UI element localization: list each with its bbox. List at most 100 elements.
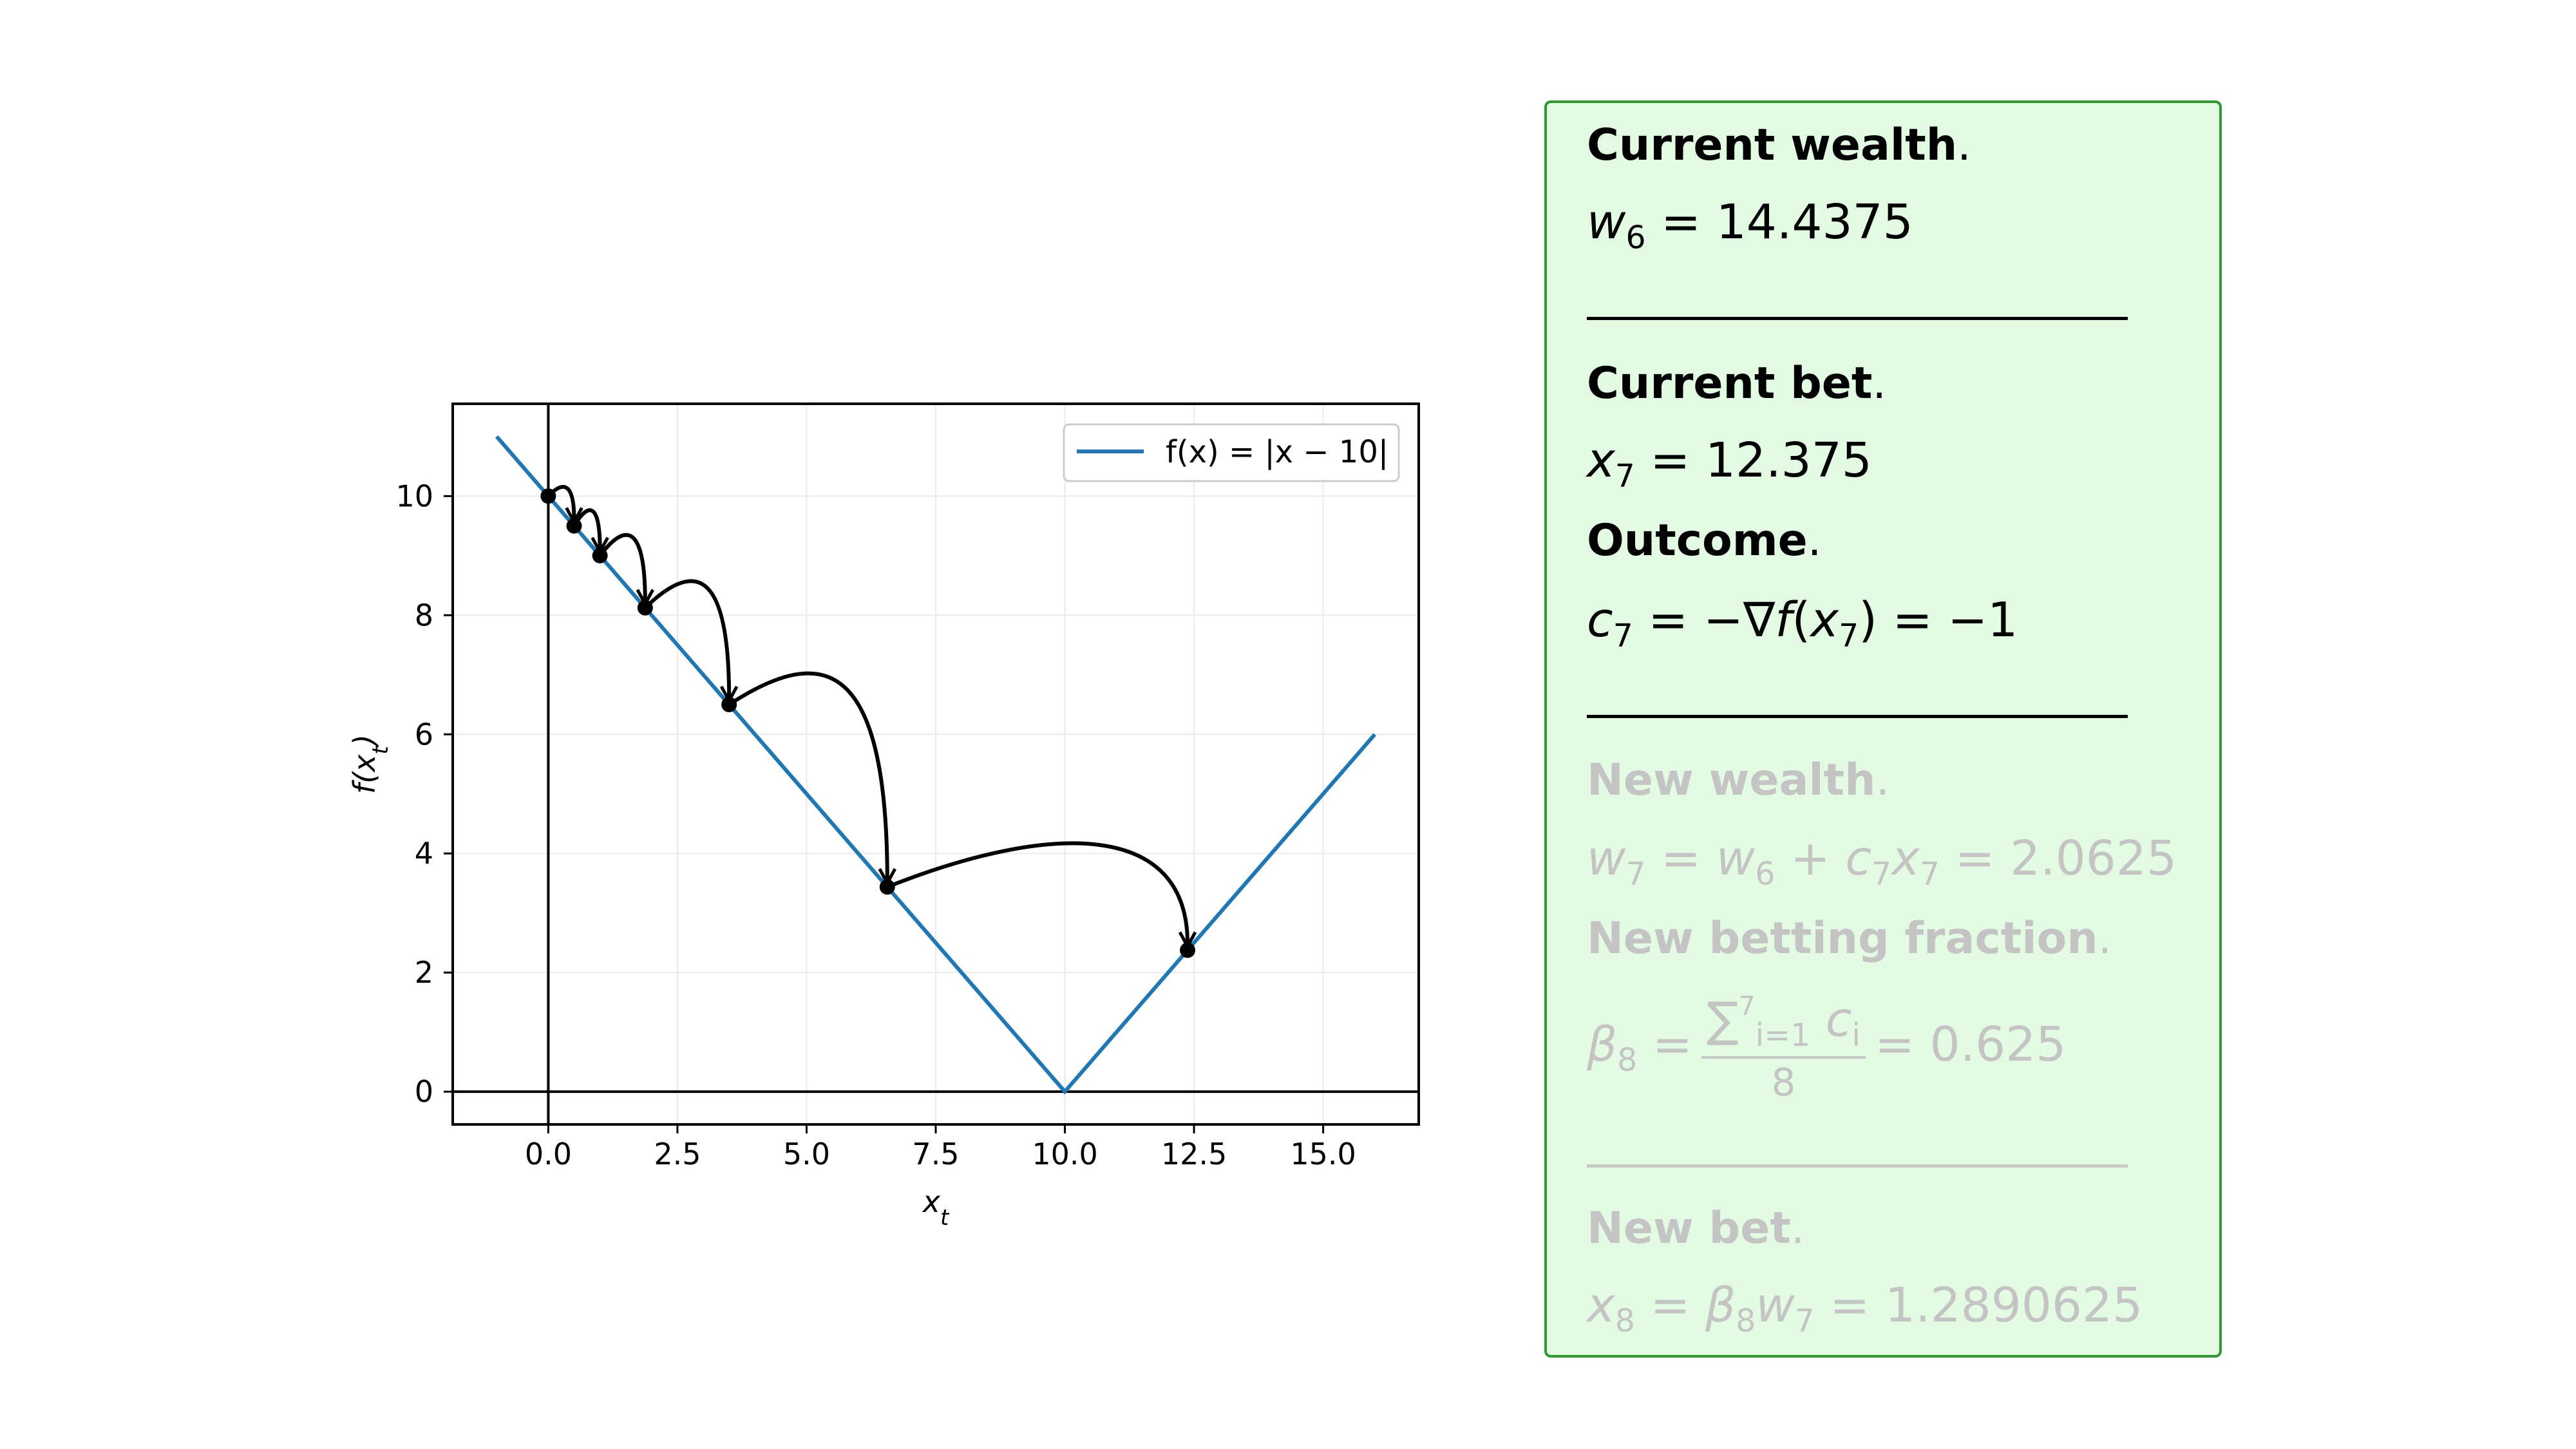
beta-subscript: 8 <box>1617 1041 1638 1079</box>
equals: = <box>1874 1017 1915 1073</box>
equals: = <box>1648 592 1689 648</box>
beta-var: β <box>1587 1017 1618 1073</box>
new-bet-formula: x8 = β8w7 = 1.2890625 <box>1587 1278 2143 1340</box>
left-paren: ( <box>1792 592 1811 648</box>
minus-nabla: −∇ <box>1703 592 1776 648</box>
heading-period: . <box>1872 358 1887 409</box>
equals: = <box>1892 592 1933 648</box>
legend-label: f(x) = |x − 10| <box>1166 434 1388 470</box>
heading-period: . <box>1957 120 1971 171</box>
tick-labels: 0.0 2.5 5.0 7.5 10.0 12.5 15.0 0 2 4 6 8 10 <box>395 478 1356 1171</box>
axis-zero-lines <box>453 404 1419 1124</box>
y-tick-label: 0 <box>415 1074 433 1109</box>
iterate-point <box>566 518 582 534</box>
current-bet-formula: x7 = 12.375 <box>1587 433 1872 495</box>
equals: = <box>1650 433 1690 488</box>
outcome-formula: c7 = −∇f(x7) = −1 <box>1587 592 2018 654</box>
fraction: ∑7i=1 ci 8 <box>1701 990 1866 1104</box>
legend: f(x) = |x − 10| <box>1063 423 1400 482</box>
divider-rule <box>1587 1164 2128 1168</box>
x-tick-label: 10.0 <box>1032 1137 1097 1171</box>
x-var: x <box>1587 1278 1615 1333</box>
current-wealth-value: 14.4375 <box>1716 194 1913 250</box>
divider-rule <box>1587 317 2128 320</box>
w-subscript: 6 <box>1625 219 1646 256</box>
iterate-point <box>879 879 895 895</box>
iterate-arcs <box>547 485 1197 950</box>
iterate-points <box>540 488 1196 958</box>
new-bet-value: 1.2890625 <box>1884 1278 2143 1333</box>
iterate-point <box>721 697 737 713</box>
iterate-arc <box>598 533 647 601</box>
y-tick-label: 4 <box>415 836 433 871</box>
x-axis-label: xt <box>922 1184 950 1231</box>
equals: = <box>1955 831 1995 886</box>
beta-subscript: 8 <box>1736 1302 1756 1340</box>
w-var: w <box>1587 831 1626 886</box>
tick-marks <box>444 495 1325 1133</box>
new-fraction-formula: β8 = ∑7i=1 ci 8 = 0.625 <box>1587 990 2066 1104</box>
iterate-arc <box>643 579 732 699</box>
equals: = <box>1661 194 1701 250</box>
x-tick-label: 5.0 <box>783 1137 830 1171</box>
x-subscript: 8 <box>1615 1302 1635 1340</box>
beta-var: β <box>1705 1278 1736 1333</box>
equals: = <box>1650 1278 1690 1333</box>
y-tick-label: 6 <box>415 717 433 752</box>
x-tick-label: 15.0 <box>1290 1137 1356 1171</box>
x-tick-label: 0.0 <box>525 1137 572 1171</box>
legend-box <box>1063 423 1400 482</box>
equals: = <box>1830 1278 1870 1333</box>
series-line <box>495 435 1377 1095</box>
y-axis-label-rest: ) <box>347 734 382 748</box>
heading-period: . <box>1790 1203 1805 1254</box>
equals: = <box>1652 1017 1692 1073</box>
chart: 0.0 2.5 5.0 7.5 10.0 12.5 15.0 0 2 4 6 8 10 xt f(xt)… <box>347 402 1420 1231</box>
w-subscript: 7 <box>1625 855 1646 893</box>
heading-text: New wealth <box>1587 755 1876 806</box>
fraction-denominator: 8 <box>1771 1060 1796 1105</box>
iterate-point <box>592 547 608 564</box>
sum-upper: 7 <box>1738 990 1756 1021</box>
current-bet-value: 12.375 <box>1705 433 1872 488</box>
c-subscript: i <box>1852 1017 1861 1054</box>
x-subscript: 7 <box>1615 457 1635 495</box>
x-axis-label-subscript: t <box>940 1205 950 1231</box>
heading-period: . <box>1875 755 1890 806</box>
outcome-heading: Outcome. <box>1587 515 1821 566</box>
iterate-arc <box>572 508 602 549</box>
series-lines <box>495 435 1377 1095</box>
heading-period: . <box>1807 515 1822 566</box>
new-fraction-heading: New betting fraction. <box>1587 913 2112 964</box>
y-axis-label-subscript: t <box>368 744 393 754</box>
w-var: w <box>1716 831 1756 886</box>
outcome-value: −1 <box>1947 592 2018 648</box>
w-subscript: 7 <box>1794 1302 1815 1340</box>
heading-text: Current bet <box>1587 358 1873 409</box>
y-tick-label: 2 <box>415 955 433 990</box>
divider-rule <box>1587 715 2128 718</box>
new-wealth-heading: New wealth. <box>1587 755 1889 806</box>
x-var: x <box>1891 831 1920 886</box>
sum-sign: ∑ <box>1706 992 1739 1048</box>
x-subscript: 7 <box>1919 855 1940 893</box>
right-paren: ) <box>1859 592 1878 648</box>
c-var: c <box>1825 992 1852 1048</box>
w-var: w <box>1587 194 1626 250</box>
new-wealth-value: 2.0625 <box>2010 831 2177 886</box>
c-var: c <box>1587 592 1613 648</box>
iterate-arc <box>886 841 1190 944</box>
x-subscript: 7 <box>1839 617 1859 654</box>
info-panel: Current wealth. w6 = 14.4375 Current bet… <box>1544 100 2222 1358</box>
y-tick-label: 8 <box>415 598 433 632</box>
heading-text: New betting fraction <box>1587 913 2098 964</box>
heading-period: . <box>2098 913 2112 964</box>
fraction-numerator: ∑7i=1 ci <box>1701 990 1866 1059</box>
x-tick-label: 2.5 <box>654 1137 701 1171</box>
current-wealth-heading: Current wealth. <box>1587 120 1971 171</box>
y-tick-label: 10 <box>395 478 433 513</box>
iterate-arc <box>728 671 889 881</box>
heading-text: New bet <box>1587 1203 1791 1254</box>
w-subscript: 6 <box>1755 855 1776 893</box>
c-subscript: 7 <box>1613 617 1633 654</box>
